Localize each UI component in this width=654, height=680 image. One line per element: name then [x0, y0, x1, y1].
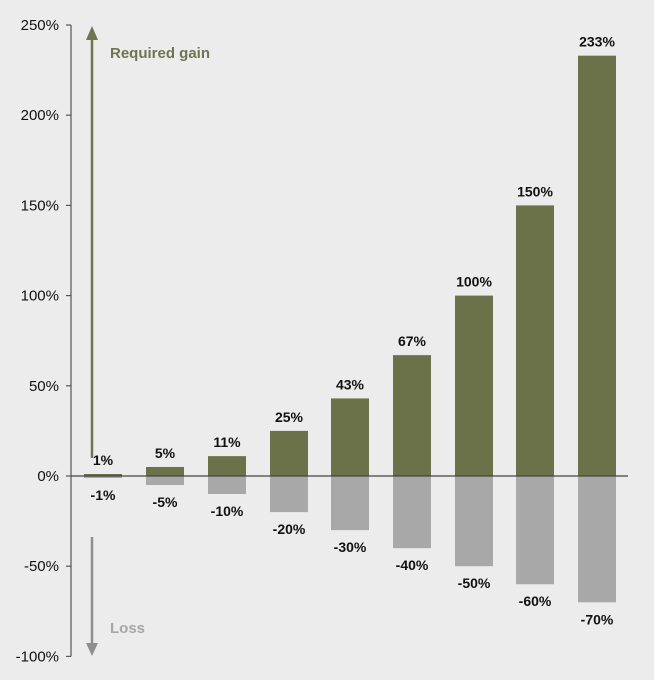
- y-tick-label: 50%: [29, 378, 59, 395]
- gain-bar: [270, 430, 308, 476]
- gain-bar: [455, 295, 493, 476]
- loss-bar: [146, 476, 184, 486]
- y-axis: 250% 200% 150% 100% 50% 0% -50% -100%: [16, 17, 72, 665]
- gain-bar: [208, 456, 246, 476]
- loss-bar: [516, 476, 554, 585]
- gain-value-label: 25%: [275, 409, 304, 425]
- y-tick-label: 250%: [21, 17, 59, 34]
- gain-bar: [84, 474, 122, 476]
- loss-value-label: -1%: [91, 487, 116, 503]
- gain-value-label: 1%: [93, 452, 114, 468]
- gain-value-label: 11%: [213, 434, 241, 450]
- loss-value-label: -20%: [273, 521, 306, 537]
- y-tick-label: 0%: [37, 468, 59, 485]
- loss-value-label: -30%: [334, 539, 367, 555]
- annotations: Required gain Loss: [86, 26, 210, 656]
- loss-value-label: -10%: [211, 503, 244, 519]
- y-tick-label: 100%: [21, 288, 59, 305]
- loss-bar: [578, 476, 616, 603]
- arrow-down-icon: [86, 643, 98, 656]
- value-labels: 1% -1% 5% -5% 11% -10% 25% -20% 43% -30% 67% -40% 10…: [91, 34, 616, 628]
- loss-bar: [208, 476, 246, 495]
- gain-value-label: 43%: [336, 376, 365, 392]
- gain-bar: [146, 466, 184, 476]
- gain-bar: [331, 398, 369, 476]
- gain-bar: [516, 205, 554, 476]
- loss-value-label: -50%: [458, 575, 491, 591]
- loss-bar: [84, 476, 122, 478]
- loss-bar: [455, 476, 493, 567]
- gain-value-label: 5%: [155, 445, 176, 461]
- y-tick-label: 200%: [21, 107, 59, 124]
- loss-value-label: -40%: [396, 557, 429, 573]
- required-gain-label: Required gain: [110, 45, 210, 62]
- gain-bar: [393, 355, 431, 476]
- loss-value-label: -70%: [581, 611, 614, 627]
- loss-value-label: -5%: [153, 494, 178, 510]
- y-tick-label: -50%: [24, 558, 59, 575]
- loss-bar: [270, 476, 308, 513]
- loss-bar: [331, 476, 369, 531]
- loss-label: Loss: [110, 620, 145, 637]
- bars: [84, 55, 616, 603]
- loss-bar: [393, 476, 431, 549]
- arrow-up-icon: [86, 26, 98, 40]
- loss-value-label: -60%: [519, 593, 552, 609]
- gain-value-label: 100%: [456, 274, 492, 290]
- y-tick-label: -100%: [16, 648, 59, 665]
- gain-value-label: 150%: [517, 183, 553, 199]
- gain-bar: [578, 55, 616, 476]
- gain-value-label: 67%: [398, 333, 427, 349]
- y-tick-label: 150%: [21, 197, 59, 214]
- gain-value-label: 233%: [579, 34, 615, 50]
